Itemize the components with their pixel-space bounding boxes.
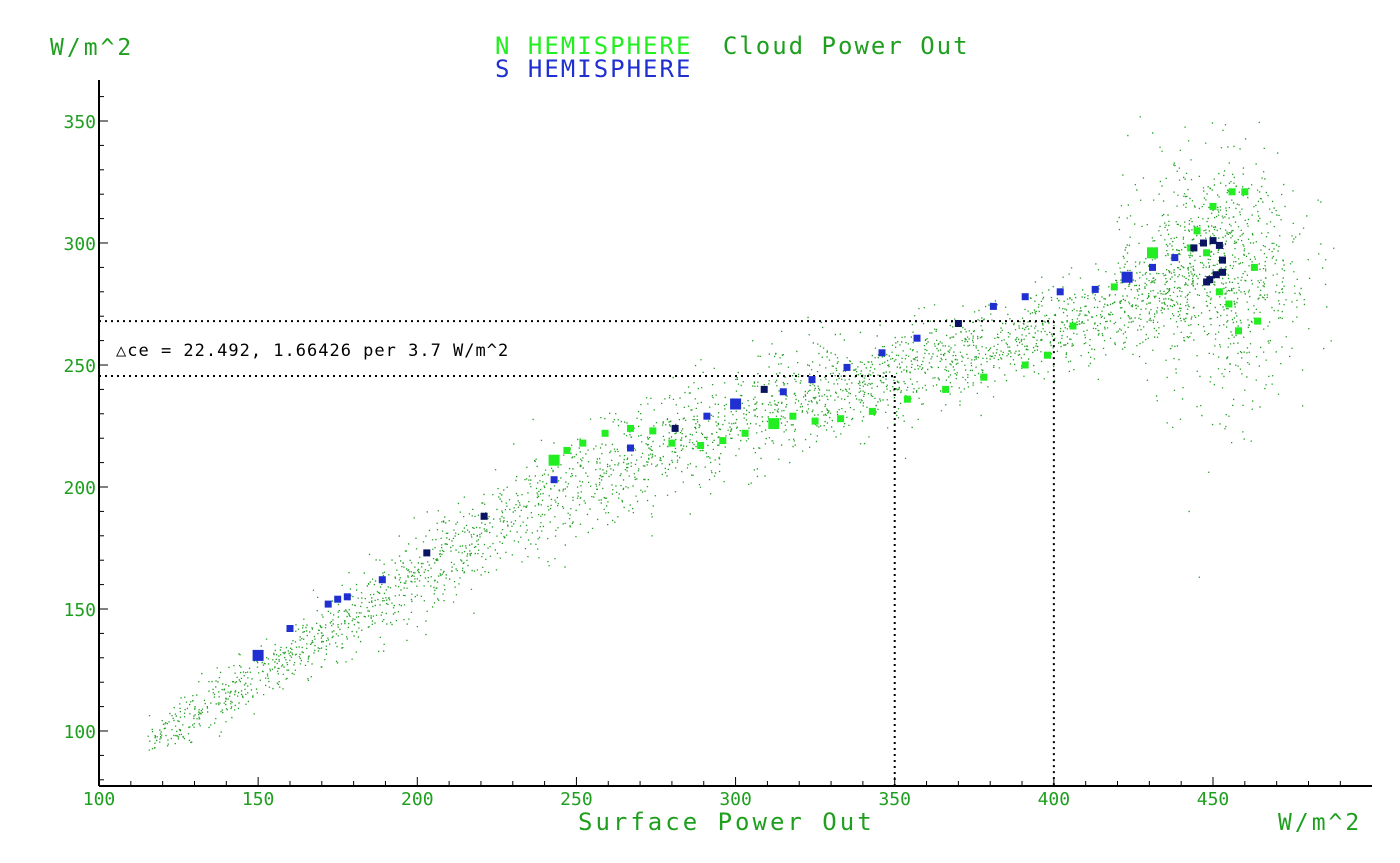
n-hemisphere-point-15	[903, 395, 911, 403]
y-tick-label-300: 300	[63, 234, 96, 255]
x-axis-unit: W/m^2	[1278, 810, 1362, 836]
hemisphere-markers	[252, 188, 1262, 661]
n-hemisphere-point-32	[1203, 249, 1211, 257]
n-hemisphere-point-11	[789, 412, 797, 420]
n-hemisphere-point-27	[1250, 263, 1258, 271]
n-hemisphere-point-18	[1021, 361, 1029, 369]
x-axis-label: Surface Power Out	[578, 808, 875, 836]
n-hemisphere-point-21	[1110, 283, 1118, 291]
y-tick-label-350: 350	[63, 112, 96, 133]
s-hemisphere-point-24	[1121, 271, 1133, 283]
s-hemisphere-point-34	[1219, 268, 1226, 276]
n-hemisphere-point-23	[1193, 227, 1201, 235]
n-hemisphere-point-3	[601, 429, 609, 437]
s-hemisphere-point-25	[1149, 263, 1156, 271]
reference-lines	[99, 320, 1055, 786]
n-hemisphere-point-12	[811, 417, 819, 425]
n-hemisphere-point-0	[548, 454, 560, 466]
s-hemisphere-point-16	[843, 363, 851, 371]
y-tick-label-150: 150	[63, 600, 96, 621]
x-tick-label-100: 100	[83, 789, 116, 810]
n-hemisphere-point-7	[697, 442, 705, 449]
s-hemisphere-point-15	[808, 376, 816, 384]
x-tick-label-200: 200	[401, 789, 434, 810]
title-n-hemisphere: N HEMISPHERE	[495, 32, 692, 60]
s-hemisphere-point-33	[1219, 256, 1226, 264]
s-hemisphere-point-11	[703, 412, 711, 420]
s-hemisphere-point-1	[286, 625, 294, 632]
s-hemisphere-point-21	[1021, 293, 1029, 301]
n-hemisphere-point-10	[768, 418, 780, 430]
s-hemisphere-point-4	[343, 593, 351, 601]
n-hemisphere-point-30	[1254, 317, 1262, 325]
n-hemisphere-point-19	[1044, 351, 1051, 359]
n-hemisphere-point-22	[1147, 247, 1158, 259]
n-hemisphere-point-4	[627, 424, 634, 432]
s-hemisphere-point-8	[550, 476, 558, 484]
s-hemisphere-point-7	[480, 512, 488, 520]
x-tick-label-400: 400	[1038, 789, 1071, 810]
s-hemisphere-point-0	[252, 649, 264, 661]
n-hemisphere-point-5	[649, 427, 657, 435]
y-tick-label-200: 200	[63, 478, 96, 499]
s-hemisphere-point-20	[989, 302, 997, 310]
s-hemisphere-point-26	[1171, 254, 1179, 262]
s-hemisphere-point-19	[954, 320, 962, 327]
n-hemisphere-point-25	[1228, 188, 1236, 196]
s-hemisphere-point-28	[1200, 239, 1207, 247]
n-hemisphere-point-17	[980, 373, 988, 381]
x-tick-label-300: 300	[719, 789, 752, 810]
scatter-cloud	[147, 116, 1335, 751]
n-hemisphere-point-8	[719, 437, 727, 445]
x-tick-label-450: 450	[1197, 789, 1230, 810]
n-hemisphere-point-2	[579, 439, 587, 447]
scatter-points	[147, 116, 1335, 751]
ticks: 100 150 200 250 300 350 100 150 200 250 300 350 400 4…	[63, 96, 1341, 810]
n-hemisphere-point-13	[837, 415, 845, 423]
title-s-hemisphere: S HEMISPHERE	[495, 55, 692, 83]
n-hemisphere-point-24	[1209, 202, 1217, 210]
s-hemisphere-point-23	[1091, 285, 1099, 293]
s-hemisphere-point-30	[1215, 241, 1223, 249]
n-hemisphere-point-20	[1069, 322, 1077, 330]
n-hemisphere-point-6	[668, 439, 676, 447]
s-hemisphere-point-32	[1212, 271, 1220, 279]
s-hemisphere-point-29	[1209, 237, 1217, 245]
x-tick-label-250: 250	[560, 789, 593, 810]
s-hemisphere-point-18	[913, 334, 921, 342]
x-tick-label-350: 350	[878, 789, 911, 810]
n-hemisphere-point-16	[942, 385, 950, 393]
n-hemisphere-point-26	[1241, 188, 1249, 196]
s-hemisphere-point-3	[334, 595, 342, 603]
s-hemisphere-point-13	[760, 385, 768, 393]
s-hemisphere-point-17	[878, 349, 886, 357]
y-axis-unit: W/m^2	[50, 35, 134, 61]
s-hemisphere-point-35	[1203, 278, 1211, 286]
s-hemisphere-point-6	[423, 549, 431, 557]
annotation-delta-ce: △ce = 22.492, 1.66426 per 3.7 W/m^2	[116, 341, 509, 361]
n-hemisphere-point-1	[563, 446, 571, 454]
s-hemisphere-point-27	[1190, 244, 1198, 252]
y-tick-label-250: 250	[63, 356, 96, 377]
y-tick-label-100: 100	[63, 722, 96, 743]
n-hemisphere-point-14	[868, 407, 876, 415]
s-hemisphere-point-12	[730, 398, 742, 410]
s-hemisphere-point-5	[378, 576, 386, 584]
s-hemisphere-point-2	[324, 600, 332, 608]
n-hemisphere-point-29	[1225, 300, 1233, 308]
n-hemisphere-point-28	[1215, 288, 1223, 296]
title-cloud-power-out: Cloud Power Out	[723, 32, 970, 60]
axes	[98, 80, 1372, 787]
s-hemisphere-point-10	[671, 424, 679, 432]
s-hemisphere-point-9	[627, 444, 634, 452]
x-tick-label-150: 150	[242, 789, 275, 810]
s-hemisphere-point-22	[1056, 288, 1064, 296]
s-hemisphere-point-14	[779, 388, 787, 396]
chart-title-line-1: N HEMISPHERE Cloud Power Out	[495, 32, 970, 60]
n-hemisphere-point-9	[741, 429, 749, 437]
n-hemisphere-point-31	[1235, 327, 1242, 335]
